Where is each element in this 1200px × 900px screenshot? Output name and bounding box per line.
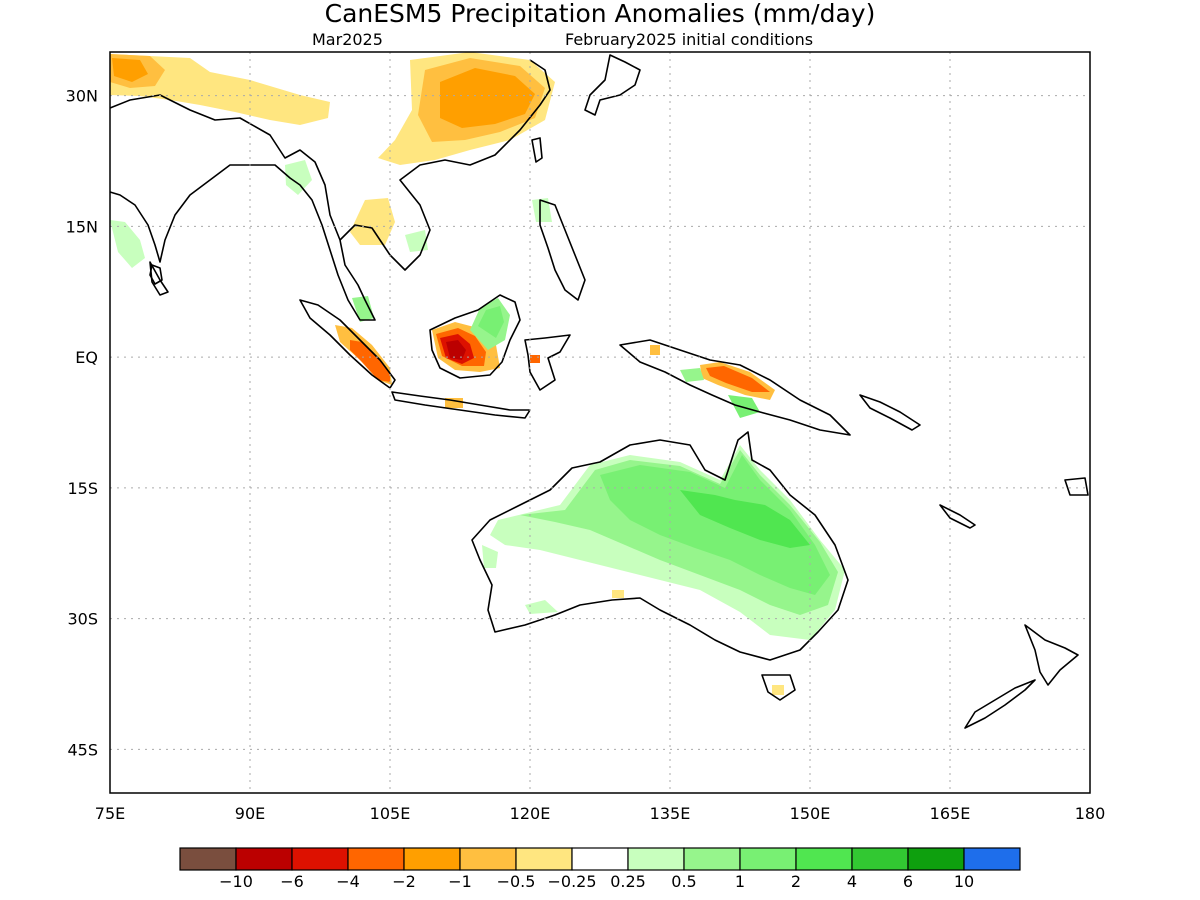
longitude-tick-label: 105E — [370, 804, 411, 823]
coastline-java — [391, 391, 531, 419]
coastline-sulawesi — [524, 334, 571, 391]
wet-anomaly-western-australia — [482, 545, 498, 568]
longitude-tick-label: 75E — [95, 804, 125, 823]
latitude-tick-label: 15S — [67, 479, 98, 498]
coastline-japan — [584, 54, 641, 116]
colorbar-swatch — [291, 847, 349, 871]
wet-anomaly-new-guinea-west — [680, 368, 704, 382]
colorbar-swatch — [403, 847, 461, 871]
longitude-tick-label: 165E — [930, 804, 971, 823]
latitude-tick-label: 30N — [66, 87, 98, 106]
coastline-australia — [471, 431, 849, 661]
anomaly-fields — [110, 52, 845, 695]
colorbar-swatch — [851, 847, 909, 871]
wet-anomaly-philippines — [532, 198, 552, 222]
wet-anomaly-bight — [525, 600, 558, 614]
map-frame — [109, 51, 1091, 794]
dry-anomaly-tibet — [110, 54, 330, 125]
dry-anomaly-sumatra-core — [350, 340, 390, 382]
colorbar-label: 2 — [791, 872, 801, 891]
latitude-tick-label: 30S — [67, 610, 98, 629]
initial-conditions: February2025 initial conditions — [565, 30, 813, 49]
colorbar-swatch — [179, 847, 237, 871]
longitude-tick-label: 90E — [235, 804, 265, 823]
colorbar-swatch — [963, 847, 1021, 871]
coastlines — [109, 54, 1089, 729]
coastline-taiwan — [531, 137, 543, 163]
coastline-solomon-islands — [859, 394, 921, 431]
colorbar-label: −1 — [448, 872, 472, 891]
colorbar-swatch — [571, 847, 629, 871]
colorbar-label: −2 — [392, 872, 416, 891]
wet-anomaly-new-guinea-south — [728, 395, 760, 418]
colorbar-label: 10 — [954, 872, 974, 891]
wet-anomaly-bangladesh — [285, 160, 312, 195]
coastline-borneo — [429, 294, 521, 379]
dry-anomaly-sulawesi — [530, 355, 540, 363]
longitude-tick-label: 120E — [510, 804, 551, 823]
colorbar-swatch — [627, 847, 685, 871]
colorbar-label: 1 — [735, 872, 745, 891]
colorbar-swatch — [515, 847, 573, 871]
colorbar-label: −10 — [219, 872, 253, 891]
colorbar-label: 0.25 — [610, 872, 646, 891]
graticule — [110, 52, 1090, 793]
latitude-tick-label: 15N — [66, 217, 98, 236]
coastline-sri-lanka — [149, 264, 163, 285]
coastline-vanuatu-fiji — [939, 477, 1089, 529]
wet-anomaly-australia-core — [680, 490, 810, 548]
longitude-tick-label: 135E — [650, 804, 691, 823]
dry-anomaly-tasmania — [772, 685, 784, 695]
colorbar-label: −6 — [280, 872, 304, 891]
coastline-new-guinea — [619, 339, 851, 436]
colorbar-swatch — [235, 847, 293, 871]
colorbar-label: 0.5 — [671, 872, 696, 891]
wet-anomaly-vietnam — [405, 230, 428, 252]
colorbar-swatch — [907, 847, 965, 871]
wet-anomaly-malaya — [352, 296, 374, 322]
longitude-axis: 75E 90E 105E 120E 135E 150E 165E 180 — [95, 804, 1106, 823]
colorbar-swatch — [459, 847, 517, 871]
latitude-tick-label: EQ — [75, 348, 98, 367]
latitude-axis: 30N 15N EQ 15S 30S 45S — [66, 87, 98, 760]
coastline-asia — [109, 94, 376, 321]
dry-anomaly-china-core — [440, 68, 535, 128]
colorbar-label: −0.5 — [497, 872, 536, 891]
latitude-tick-label: 45S — [67, 740, 98, 759]
wet-anomaly-australia-strong — [600, 455, 830, 595]
coastline-philippines — [539, 199, 586, 301]
coastline-new-zealand-south — [964, 679, 1036, 729]
dry-anomaly-java — [445, 398, 463, 408]
colorbar-label: 4 — [847, 872, 857, 891]
coastline-sumatra — [299, 299, 396, 389]
forecast-month: Mar2025 — [312, 30, 383, 49]
longitude-tick-label: 150E — [790, 804, 831, 823]
coastline-indochina — [339, 59, 551, 271]
colorbar-swatch — [347, 847, 405, 871]
colorbar-label: 6 — [903, 872, 913, 891]
coastline-new-zealand-north — [1024, 624, 1079, 686]
colorbar-label: −4 — [336, 872, 360, 891]
colorbar-swatch — [795, 847, 853, 871]
dry-anomaly-indochina — [350, 198, 395, 245]
coastline-tasmania — [761, 674, 796, 701]
wet-anomaly-india — [110, 220, 145, 268]
wet-anomaly-borneo-north-core — [478, 306, 504, 338]
dry-anomaly-south-australia — [612, 590, 624, 598]
map-title: CanESM5 Precipitation Anomalies (mm/day) — [325, 0, 876, 28]
dry-anomaly-new-guinea-core — [706, 366, 770, 392]
colorbar-swatch — [683, 847, 741, 871]
dry-anomaly-himalaya-core — [112, 58, 148, 82]
colorbar-swatch — [739, 847, 797, 871]
dry-anomaly-borneo-core — [446, 340, 466, 360]
longitude-tick-label: 180 — [1075, 804, 1106, 823]
colorbar: −10 −6 −4 −2 −1 −0.5 −0.25 0.25 0.5 1 2 4 6 10 — [179, 847, 1021, 891]
colorbar-label: −0.25 — [547, 872, 596, 891]
dry-anomaly-papua-west — [650, 345, 660, 355]
